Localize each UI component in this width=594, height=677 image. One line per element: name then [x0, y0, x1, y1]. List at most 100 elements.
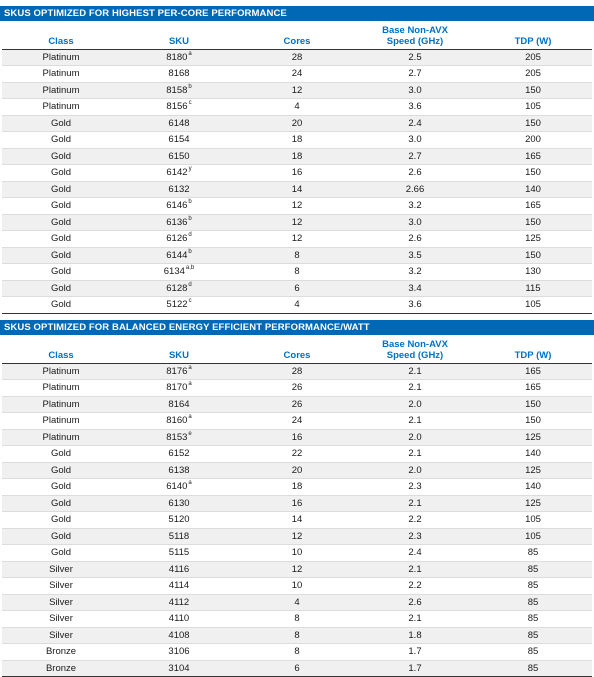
cell-cores: 12	[238, 528, 356, 545]
cell-cores: 4	[238, 98, 356, 116]
cell-speed: 2.2	[356, 511, 474, 529]
cell-class-value: Bronze	[45, 646, 77, 658]
cell-class: Silver	[2, 594, 120, 611]
cell-speed-value: 1.7	[408, 646, 422, 658]
cell-class-value: Gold	[50, 167, 72, 179]
table-row: Gold 6134a,b 8 3.2 130	[2, 263, 592, 281]
table-row: Platinum 8176a 28 2.1 165	[2, 363, 592, 380]
cell-sku: 6134a,b	[120, 263, 238, 281]
cell-class: Gold	[2, 115, 120, 132]
cell-sku: 4112	[120, 594, 238, 611]
cell-tdp: 140	[474, 445, 592, 463]
cell-sku-value: 6144	[166, 249, 188, 261]
cell-tdp-value: 150	[525, 216, 541, 228]
cell-speed-value: 2.1	[408, 563, 422, 575]
cell-cores: 24	[238, 412, 356, 430]
cell-tdp-value: 165	[525, 382, 541, 394]
cell-cores: 14	[238, 181, 356, 198]
cell-speed: 1.7	[356, 660, 474, 677]
cell-tdp-value: 150	[525, 398, 541, 410]
table-row: Silver 4110 8 2.1 85	[2, 610, 592, 628]
cell-cores: 10	[238, 544, 356, 562]
cell-cores-value: 24	[291, 415, 303, 427]
cell-class: Silver	[2, 627, 120, 644]
cell-speed: 3.4	[356, 280, 474, 297]
cell-tdp-value: 140	[525, 183, 541, 195]
cell-sku-value: 8153	[166, 431, 188, 443]
table-row: Gold 6150 18 2.7 165	[2, 148, 592, 165]
cell-class-value: Gold	[50, 134, 72, 146]
column-header-speed: Base Non-AVX Speed (GHz)	[356, 21, 474, 49]
cell-speed: 2.3	[356, 528, 474, 545]
cell-cores-value: 28	[291, 51, 303, 63]
cell-sku-value: 5118	[168, 530, 190, 542]
cell-tdp-value: 85	[527, 580, 539, 592]
cell-sku-value: 6146	[166, 200, 188, 212]
cell-sku-value: 6136	[166, 216, 188, 228]
cell-speed: 2.4	[356, 115, 474, 132]
table-row: Gold 6128d 6 3.4 115	[2, 280, 592, 297]
cell-cores-value: 20	[291, 117, 303, 129]
cell-cores: 16	[238, 164, 356, 182]
cell-tdp-value: 205	[525, 68, 541, 80]
cell-cores: 26	[238, 379, 356, 397]
cell-tdp: 125	[474, 462, 592, 479]
cell-sku: 3106	[120, 643, 238, 661]
cell-cores: 18	[238, 131, 356, 149]
cell-speed: 2.6	[356, 230, 474, 248]
cell-sku-value: 8176	[166, 365, 188, 377]
cell-tdp-value: 115	[525, 282, 541, 294]
cell-speed: 2.1	[356, 363, 474, 380]
cell-sku: 6132	[120, 181, 238, 198]
cell-speed-value: 3.0	[408, 216, 422, 228]
cell-tdp: 85	[474, 643, 592, 661]
cell-speed-value: 2.1	[408, 365, 422, 377]
cell-sku-value: 8156	[166, 101, 188, 113]
column-header-cores: Cores	[283, 35, 311, 47]
cell-tdp-value: 150	[525, 84, 541, 96]
cell-class: Platinum	[2, 396, 120, 413]
cell-speed-value: 2.1	[408, 448, 422, 460]
cell-cores-value: 28	[291, 365, 303, 377]
column-header-speed: Base Non-AVX Speed (GHz)	[356, 335, 474, 363]
cell-sku: 8160a	[120, 412, 238, 430]
cell-speed-value: 3.6	[408, 101, 422, 113]
cell-class-value: Platinum	[42, 398, 80, 410]
cell-tdp: 150	[474, 115, 592, 132]
footnote-marker: d	[188, 232, 192, 239]
cell-sku-value: 6138	[168, 464, 190, 476]
sku-table: Class SKU Cores Base Non-AVX Speed (GHz) …	[2, 335, 592, 677]
cell-sku: 6148	[120, 115, 238, 132]
cell-speed: 3.6	[356, 296, 474, 314]
cell-speed-value: 2.1	[408, 613, 422, 625]
table-row: Gold 5120 14 2.2 105	[2, 511, 592, 529]
cell-class-value: Platinum	[42, 101, 80, 113]
cell-speed-value: 3.0	[408, 84, 422, 96]
cell-speed-value: 3.4	[408, 282, 422, 294]
cell-tdp-value: 200	[525, 134, 541, 146]
cell-speed: 2.1	[356, 495, 474, 512]
cell-class-value: Platinum	[42, 365, 80, 377]
table-row: Gold 6136b 12 3.0 150	[2, 214, 592, 231]
cell-speed-value: 2.2	[408, 514, 422, 526]
cell-cores-value: 10	[291, 547, 303, 559]
cell-class-value: Gold	[50, 514, 72, 526]
table-row: Gold 6130 16 2.1 125	[2, 495, 592, 512]
cell-cores: 16	[238, 429, 356, 446]
cell-class-value: Gold	[50, 547, 72, 559]
cell-speed: 3.0	[356, 131, 474, 149]
cell-class-value: Silver	[49, 563, 73, 575]
cell-tdp-value: 140	[525, 448, 541, 460]
cell-speed-value: 2.0	[408, 398, 422, 410]
cell-sku: 6136b	[120, 214, 238, 231]
table-header-row: Class SKU Cores Base Non-AVX Speed (GHz) …	[2, 21, 592, 49]
cell-cores: 16	[238, 495, 356, 512]
cell-class: Platinum	[2, 363, 120, 380]
cell-class: Platinum	[2, 379, 120, 397]
cell-tdp: 85	[474, 610, 592, 628]
cell-speed-value: 3.0	[408, 134, 422, 146]
cell-class-value: Gold	[50, 266, 72, 278]
cell-speed: 2.6	[356, 594, 474, 611]
cell-tdp-value: 125	[525, 431, 541, 443]
cell-cores: 6	[238, 280, 356, 297]
